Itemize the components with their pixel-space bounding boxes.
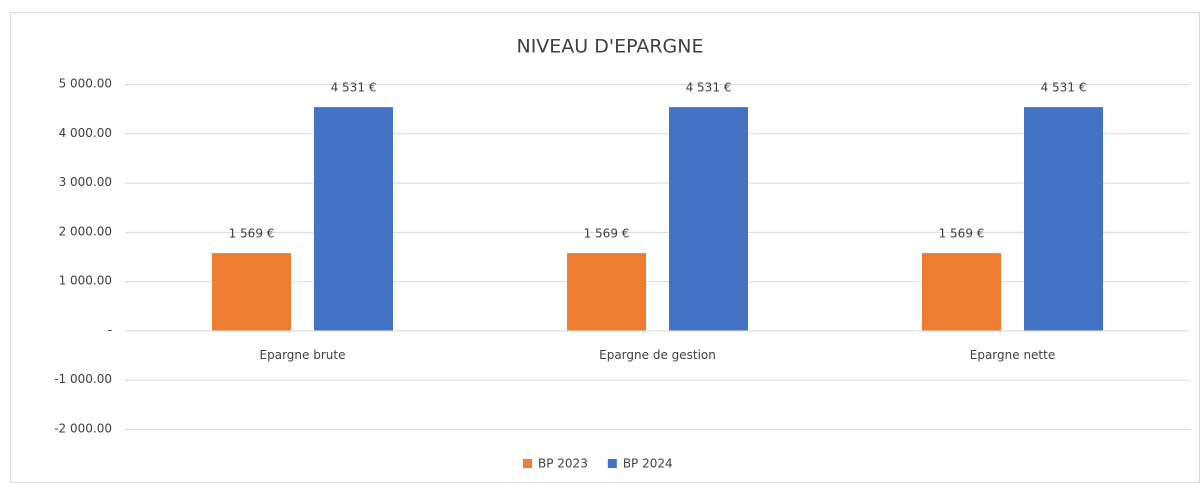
data-label: 4 531 € (331, 81, 377, 95)
data-label: 1 569 € (584, 227, 630, 241)
data-label: 1 569 € (939, 227, 985, 241)
y-tick-label: 2 000.00 (59, 224, 112, 238)
y-tick-label: -1 000.00 (54, 372, 112, 386)
bar (669, 107, 748, 331)
chart-title: NIVEAU D'EPARGNE (516, 36, 703, 58)
bar (1024, 107, 1103, 331)
x-tick-label: Epargne de gestion (599, 348, 716, 362)
data-label: 1 569 € (229, 227, 275, 241)
y-tick-label: - (108, 323, 112, 337)
legend-label: BP 2024 (623, 457, 673, 471)
bar (212, 253, 291, 331)
y-tick-label: 1 000.00 (59, 274, 112, 288)
bar (314, 107, 393, 331)
legend-swatch (523, 459, 532, 468)
data-label: 4 531 € (1041, 81, 1087, 95)
bar (922, 253, 1001, 331)
chart-border (10, 12, 1200, 483)
y-tick-label: -2 000.00 (54, 422, 112, 436)
data-label: 4 531 € (686, 81, 732, 95)
legend-swatch (607, 459, 617, 468)
y-tick-label: 4 000.00 (59, 126, 112, 140)
y-tick-label: 3 000.00 (59, 175, 112, 189)
bar (567, 253, 646, 331)
x-tick-label: Epargne nette (970, 348, 1055, 362)
x-tick-label: Epargne brute (260, 348, 346, 362)
y-tick-label: 5 000.00 (59, 77, 112, 91)
legend-label: BP 2023 (538, 457, 588, 471)
